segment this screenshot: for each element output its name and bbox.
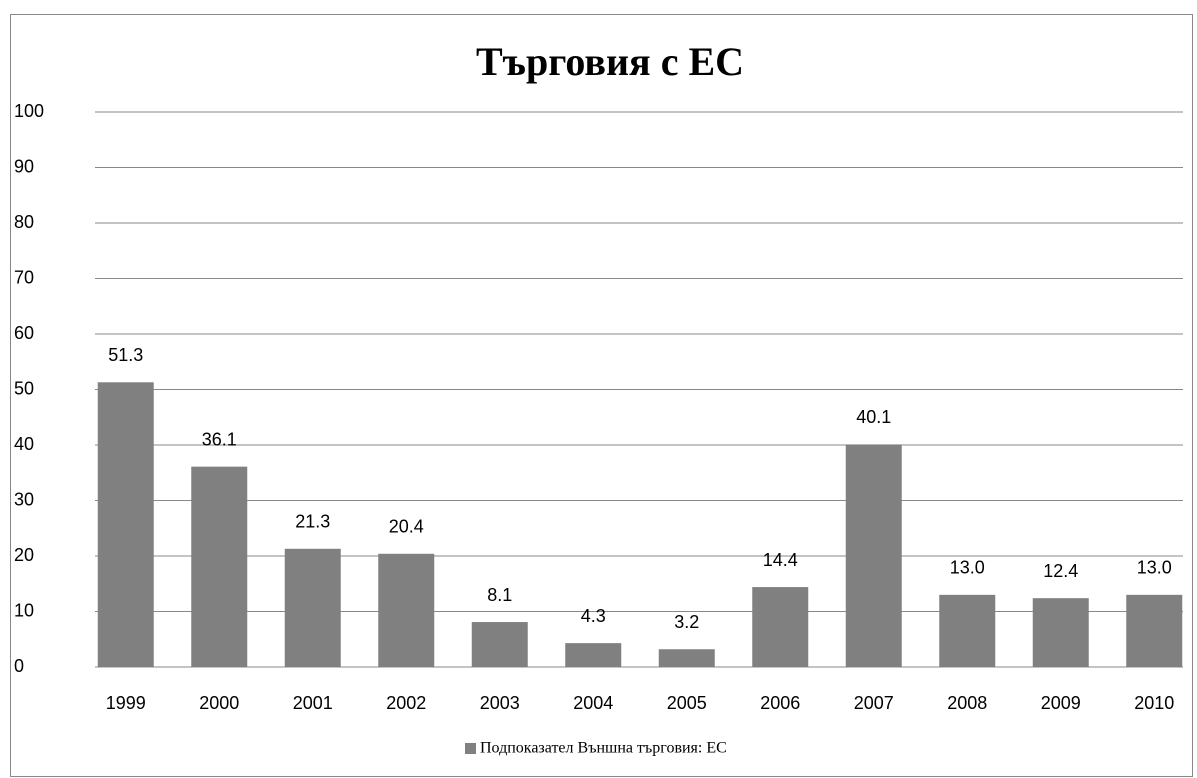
x-tick-label: 2002 xyxy=(386,693,426,713)
legend-label: Подпоказател Външна търговия: ЕС xyxy=(480,740,727,757)
data-label: 21.3 xyxy=(295,512,330,532)
bar xyxy=(752,587,809,667)
x-tick-label: 2003 xyxy=(480,693,520,713)
bar xyxy=(471,622,528,667)
y-tick-label: 0 xyxy=(14,656,24,676)
x-tick-label: 2010 xyxy=(1134,693,1174,713)
data-label: 20.4 xyxy=(389,517,424,537)
y-tick-label: 90 xyxy=(14,156,34,176)
y-tick-label: 60 xyxy=(14,323,34,343)
y-tick-label: 70 xyxy=(14,267,34,287)
y-tick-label: 40 xyxy=(14,434,34,454)
x-tick-label: 2008 xyxy=(947,693,987,713)
x-tick-label: 2004 xyxy=(573,693,613,713)
data-label: 8.1 xyxy=(487,585,512,605)
bar xyxy=(97,382,154,667)
bar xyxy=(1126,594,1183,667)
x-tick-label: 2001 xyxy=(293,693,333,713)
data-label: 12.4 xyxy=(1043,561,1078,581)
x-tick-label: 2000 xyxy=(199,693,239,713)
bar xyxy=(658,649,715,667)
x-tick-label: 1999 xyxy=(106,693,146,713)
legend-swatch xyxy=(465,743,476,754)
bar xyxy=(939,594,996,667)
x-tick-label: 2005 xyxy=(667,693,707,713)
data-label: 14.4 xyxy=(763,550,798,570)
x-tick-label: 2006 xyxy=(760,693,800,713)
data-label: 51.3 xyxy=(108,345,143,365)
data-label: 40.1 xyxy=(856,407,891,427)
y-tick-label: 80 xyxy=(14,212,34,232)
bar xyxy=(845,444,902,667)
bar xyxy=(565,643,622,667)
y-tick-label: 10 xyxy=(14,600,34,620)
x-tick-label: 2007 xyxy=(854,693,894,713)
data-label: 4.3 xyxy=(581,606,606,626)
y-tick-label: 30 xyxy=(14,489,34,509)
data-label: 36.1 xyxy=(202,429,237,449)
data-label: 3.2 xyxy=(674,612,699,632)
data-label: 13.0 xyxy=(1137,558,1172,578)
bar xyxy=(1032,598,1089,667)
chart-title: Търговия с ЕС xyxy=(476,39,744,84)
bar xyxy=(378,553,435,667)
x-tick-label: 2009 xyxy=(1041,693,1081,713)
bar xyxy=(191,466,248,667)
y-tick-label: 20 xyxy=(14,545,34,565)
y-tick-label: 100 xyxy=(14,101,44,121)
bar xyxy=(284,548,341,667)
data-label: 13.0 xyxy=(950,558,985,578)
y-tick-label: 50 xyxy=(14,378,34,398)
